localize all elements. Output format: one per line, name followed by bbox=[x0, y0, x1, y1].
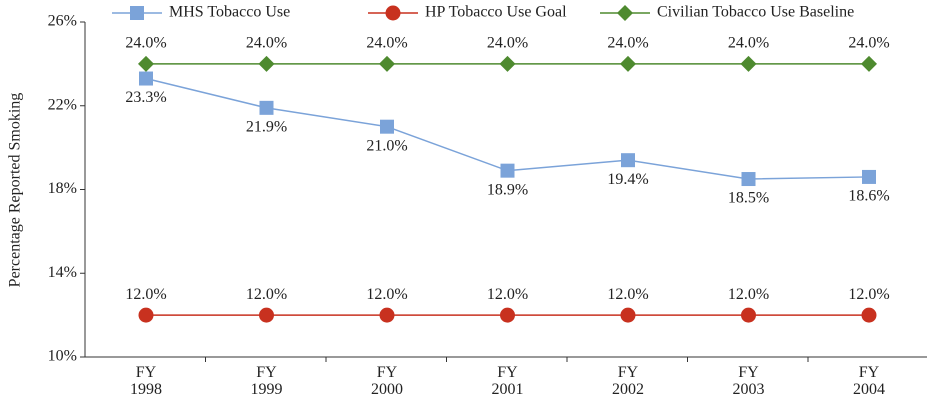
marker bbox=[139, 71, 153, 86]
x-tick-label: FY 1998 bbox=[130, 364, 162, 398]
marker bbox=[500, 307, 515, 323]
legend-label: MHS Tobacco Use bbox=[169, 4, 290, 21]
marker bbox=[138, 307, 154, 323]
marker bbox=[861, 307, 877, 323]
data-label: 24.0% bbox=[728, 35, 769, 52]
x-tick-label: FY 2001 bbox=[491, 364, 524, 398]
marker bbox=[741, 307, 756, 323]
marker bbox=[385, 5, 401, 21]
data-label: 21.9% bbox=[246, 119, 287, 136]
marker bbox=[500, 163, 515, 178]
legend-label: HP Tobacco Use Goal bbox=[425, 4, 567, 21]
data-label: 21.0% bbox=[366, 137, 407, 154]
data-label: 18.6% bbox=[848, 188, 889, 205]
x-tick-label: FY 2003 bbox=[732, 364, 765, 398]
data-label: 24.0% bbox=[607, 35, 648, 52]
marker bbox=[380, 119, 394, 134]
y-tick-label: 14% bbox=[48, 264, 77, 281]
data-label: 24.0% bbox=[487, 35, 528, 52]
y-tick-label: 18% bbox=[48, 180, 77, 197]
marker bbox=[379, 55, 395, 72]
marker bbox=[259, 100, 274, 115]
marker bbox=[620, 307, 636, 323]
data-label: 12.0% bbox=[487, 286, 528, 303]
data-label: 12.0% bbox=[848, 286, 889, 303]
data-label: 23.3% bbox=[125, 89, 166, 106]
marker bbox=[740, 55, 757, 72]
data-label: 12.0% bbox=[125, 286, 166, 303]
data-label: 12.0% bbox=[728, 286, 769, 303]
y-axis-label: Percentage Reported Smoking bbox=[7, 93, 24, 288]
marker bbox=[741, 172, 756, 187]
marker bbox=[258, 55, 275, 72]
marker bbox=[379, 307, 395, 323]
y-tick-label: 26% bbox=[48, 13, 77, 30]
y-tick-label: 10% bbox=[48, 348, 77, 365]
data-label: 19.4% bbox=[607, 171, 648, 188]
marker bbox=[861, 55, 877, 72]
x-tick-label: FY 2000 bbox=[371, 364, 403, 398]
x-tick-label: FY 1999 bbox=[250, 364, 283, 398]
marker bbox=[620, 55, 636, 72]
data-label: 12.0% bbox=[366, 286, 407, 303]
data-label: 18.5% bbox=[728, 190, 769, 207]
data-label: 12.0% bbox=[246, 286, 287, 303]
marker bbox=[862, 169, 876, 184]
legend-label: Civilian Tobacco Use Baseline bbox=[657, 4, 854, 21]
data-label: 18.9% bbox=[487, 181, 528, 198]
y-tick-label: 22% bbox=[48, 96, 77, 113]
data-label: 24.0% bbox=[366, 35, 407, 52]
data-label: 24.0% bbox=[246, 35, 287, 52]
marker bbox=[621, 153, 635, 168]
marker bbox=[617, 5, 633, 21]
data-label: 24.0% bbox=[125, 35, 166, 52]
marker bbox=[138, 55, 154, 72]
marker bbox=[259, 307, 274, 323]
x-tick-label: FY 2002 bbox=[612, 364, 644, 398]
marker bbox=[130, 6, 144, 20]
x-tick-label: FY 2004 bbox=[853, 364, 885, 398]
marker bbox=[499, 55, 516, 72]
data-label: 24.0% bbox=[848, 35, 889, 52]
data-label: 12.0% bbox=[607, 286, 648, 303]
